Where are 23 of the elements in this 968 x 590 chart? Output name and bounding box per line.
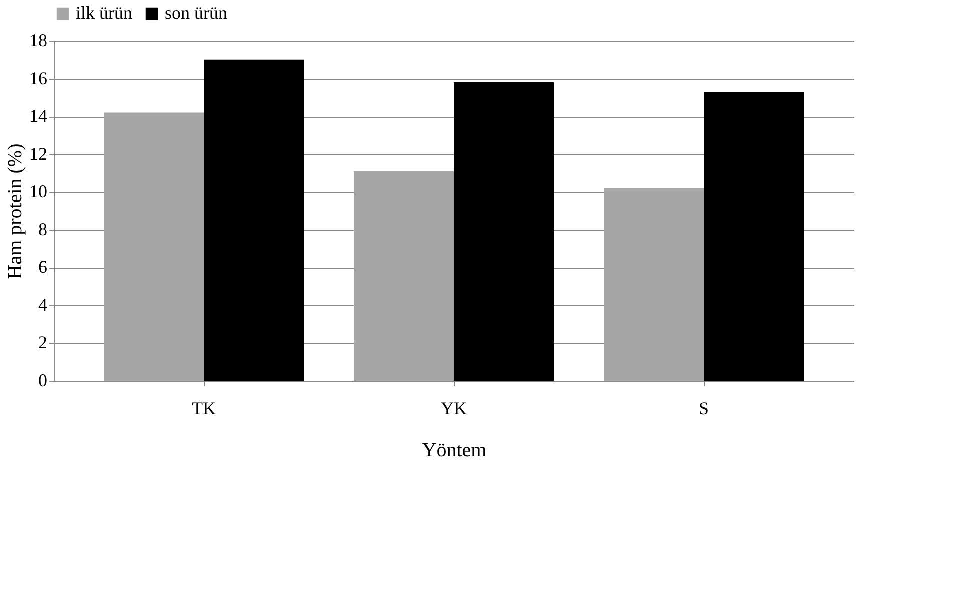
bar (704, 92, 804, 381)
bar (104, 112, 204, 381)
bar (454, 82, 554, 381)
x-tick-label: YK (441, 398, 467, 418)
y-tick-label: 16 (30, 68, 48, 88)
y-tick-label: 8 (38, 219, 48, 240)
bar (604, 188, 704, 381)
legend-label: ilk ürün (76, 3, 132, 23)
y-tick-label: 2 (38, 332, 48, 353)
y-tick-label: 6 (38, 257, 48, 278)
x-tick-label: S (698, 398, 710, 418)
y-tick-label: 12 (30, 144, 48, 164)
y-tick-label: 14 (30, 106, 48, 126)
y-tick-label: 0 (38, 370, 48, 390)
bar (354, 171, 454, 381)
bar (204, 60, 304, 381)
y-tick-label: 4 (38, 294, 48, 315)
x-axis-title: Yöntem (422, 440, 488, 462)
y-axis-title: Ham protein (%) (4, 144, 26, 280)
y-tick-label: 18 (30, 30, 48, 50)
x-tick-label: TK (192, 398, 216, 418)
legend-label: son ürün (165, 3, 228, 23)
y-tick-label: 10 (30, 182, 48, 202)
